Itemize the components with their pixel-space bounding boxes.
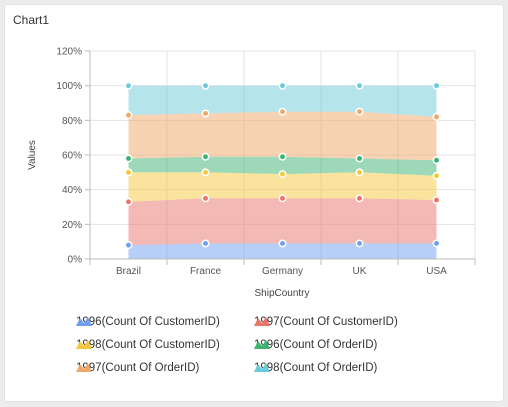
area-series-icon [254,317,270,326]
data-point-marker[interactable] [278,81,287,90]
y-tick-label: 80% [62,116,82,127]
y-axis-title: Values [27,140,38,170]
data-point-marker[interactable] [355,194,364,203]
area-series-icon [76,363,92,372]
data-point-marker[interactable] [124,168,133,177]
x-tick-label: Brazil [116,266,141,277]
data-point-marker[interactable] [355,239,364,248]
legend-label: 1996(Count Of OrderID) [254,339,378,351]
data-point-marker[interactable] [278,152,287,161]
data-point-marker[interactable] [201,109,210,118]
data-point-marker[interactable] [432,196,441,205]
data-point-marker[interactable] [432,171,441,180]
data-point-marker[interactable] [124,154,133,163]
data-point-marker[interactable] [124,81,133,90]
data-point-marker[interactable] [355,81,364,90]
legend-item[interactable]: 1996(Count Of OrderID) [254,339,377,351]
axes: 0% 20% 40% 60% 80% 100% 120% Brazil France German… [56,47,476,277]
data-point-marker[interactable] [201,168,210,177]
legend-label: 1998(Count Of CustomerID) [76,339,220,351]
y-tick-label: 100% [56,81,82,92]
y-tick-label: 0% [68,255,83,266]
area-series[interactable] [128,111,437,161]
legend-label: 1997(Count Of CustomerID) [254,316,398,328]
legend-item[interactable]: 1997(Count Of CustomerID) [254,316,398,328]
x-tick-label: Germany [262,266,303,277]
data-point-marker[interactable] [355,107,364,116]
data-point-marker[interactable] [201,152,210,161]
x-tick-label: UK [353,266,367,277]
data-point-marker[interactable] [124,111,133,120]
data-point-marker[interactable] [201,239,210,248]
data-point-marker[interactable] [432,156,441,165]
area-series-icon [76,340,92,349]
area-series[interactable] [128,198,437,246]
x-tick-label: France [190,266,222,277]
data-point-marker[interactable] [355,168,364,177]
legend-label: 1998(Count Of OrderID) [254,362,378,374]
legend-item[interactable]: 1997(Count Of OrderID) [76,362,199,374]
x-axis-title: ShipCountry [254,288,309,299]
series-markers [124,81,441,250]
legend-label: 1996(Count Of CustomerID) [76,316,220,328]
legend-item[interactable]: 1996(Count Of CustomerID) [76,316,220,328]
area-series-icon [254,340,270,349]
data-point-marker[interactable] [124,197,133,206]
data-point-marker[interactable] [278,194,287,203]
legend-label: 1997(Count Of OrderID) [76,362,200,374]
area-series-icon [254,363,270,372]
chart-title: Chart1 [13,13,50,27]
y-tick-label: 60% [62,151,82,162]
data-point-marker[interactable] [278,107,287,116]
data-point-marker[interactable] [278,239,287,248]
data-point-marker[interactable] [201,194,210,203]
area-series-icon [76,317,92,326]
legend-item[interactable]: 1998(Count Of OrderID) [254,362,377,374]
data-point-marker[interactable] [201,81,210,90]
legend-item[interactable]: 1998(Count Of CustomerID) [76,339,220,351]
data-point-marker[interactable] [432,81,441,90]
data-point-marker[interactable] [432,239,441,248]
data-point-marker[interactable] [432,112,441,121]
y-tick-label: 40% [62,185,82,196]
data-point-marker[interactable] [355,154,364,163]
x-tick-label: USA [426,266,447,277]
data-point-marker[interactable] [278,170,287,179]
y-tick-label: 20% [62,220,82,231]
data-point-marker[interactable] [124,241,133,250]
y-tick-label: 120% [56,47,82,58]
